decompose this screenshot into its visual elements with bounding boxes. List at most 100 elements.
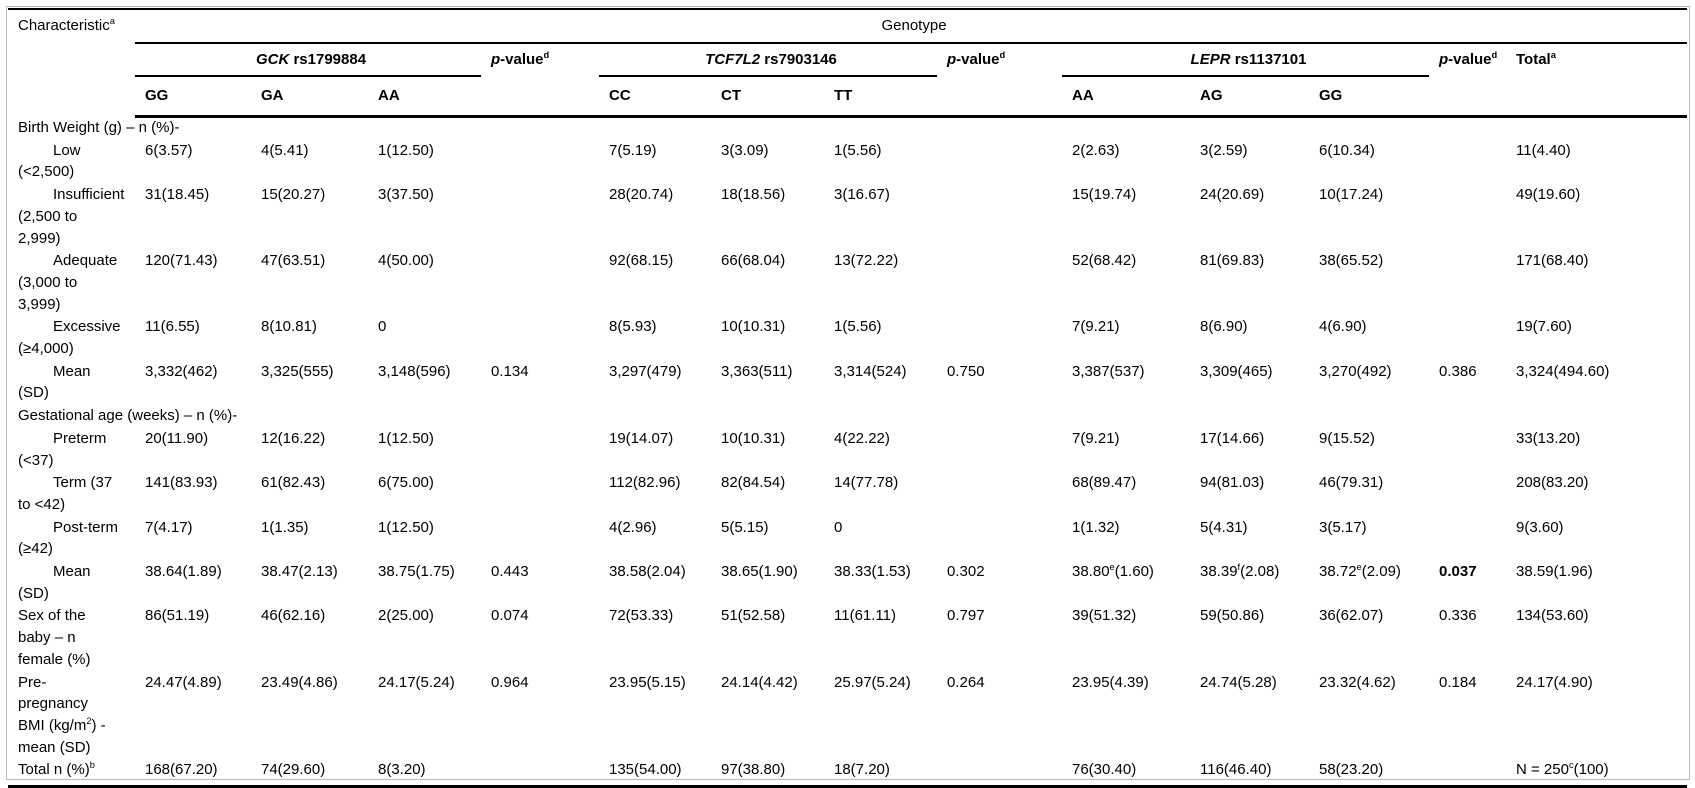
data-cell: 18(18.56) — [721, 186, 786, 204]
data-cell: 3(37.50) — [378, 186, 434, 204]
characteristic-footnote-sup: a — [109, 16, 115, 26]
data-cell — [937, 249, 1062, 315]
p-value-header-3: p-valued — [1429, 43, 1506, 76]
table-body: Birth Weight (g) – n (%)- Low (<2,500) 6(3… — [8, 116, 1688, 788]
row-label: Insufficient (2,500 to 2,999) — [18, 186, 125, 247]
data-cell — [368, 404, 481, 427]
data-cell: 24.47(4.89) — [145, 673, 222, 691]
allele-header: GG — [1309, 76, 1429, 118]
row-label: Adequate (3,000 to 3,999) — [18, 252, 118, 313]
data-cell: 23.32(4.62) — [1319, 673, 1396, 691]
gene-header-lepr: LEPR rs1137101 — [1062, 43, 1429, 77]
data-cell: 3(3.09) — [721, 141, 769, 159]
data-cell: 18(7.20) — [824, 758, 937, 788]
row-label: Excessive (≥4,000) — [18, 318, 121, 358]
table-row: Excessive (≥4,000) 11(6.55) 8(10.81) 0 8(5.9… — [8, 315, 1687, 359]
gene-symbol: LEPR — [1190, 50, 1231, 68]
data-cell: 14(77.78) — [834, 474, 899, 492]
row-label: Mean (SD) — [18, 362, 91, 402]
data-cell: 168(67.20) — [135, 758, 251, 788]
data-cell: 38(65.52) — [1319, 252, 1384, 270]
data-cell: 3,309(465) — [1200, 362, 1273, 380]
data-cell: 3,148(596) — [378, 362, 451, 380]
data-cell: 3,270(492) — [1319, 362, 1392, 380]
data-cell: 66(68.04) — [721, 252, 786, 270]
data-cell — [1429, 758, 1506, 788]
gene-symbol: GCK — [255, 50, 290, 68]
p-rest: -value — [956, 51, 1000, 68]
data-cell: 4(5.41) — [261, 141, 309, 159]
data-cell — [711, 404, 824, 427]
data-cell: 19(7.60) — [1516, 318, 1572, 336]
data-cell — [1506, 404, 1687, 427]
data-cell: 13(72.22) — [834, 252, 899, 270]
data-cell — [481, 404, 599, 427]
data-cell: 38.59(1.96) — [1516, 563, 1593, 581]
data-cell: 23.95(4.39) — [1072, 673, 1149, 691]
data-cell — [1429, 427, 1506, 471]
data-cell: 81(69.83) — [1200, 252, 1265, 270]
allele-header: AA — [1062, 76, 1190, 118]
data-cell: 6(10.34) — [1319, 141, 1375, 159]
allele-header-spacer — [1506, 76, 1688, 118]
data-cell: 4(50.00) — [378, 252, 434, 270]
table-row: Adequate (3,000 to 3,999) 120(71.43) 47(63… — [8, 249, 1687, 315]
data-cell: 8(3.20) — [368, 758, 481, 788]
p-italic: p — [491, 51, 501, 68]
gene-rs-id: rs7903146 — [760, 50, 837, 68]
data-cell: 0 — [834, 518, 843, 536]
data-cell — [1429, 471, 1506, 515]
data-cell: 94(81.03) — [1200, 474, 1265, 492]
data-cell: 17(14.66) — [1200, 429, 1265, 447]
data-cell — [1429, 404, 1506, 427]
p-italic: p — [1439, 51, 1449, 68]
data-cell — [599, 116, 711, 139]
data-cell: 6(75.00) — [378, 474, 434, 492]
data-cell: 1(12.50) — [378, 518, 434, 536]
data-cell: 51(52.58) — [721, 607, 786, 625]
data-cell: 24.17(5.24) — [378, 673, 455, 691]
data-cell: 59(50.86) — [1200, 607, 1265, 625]
row-label: Mean (SD) — [18, 563, 91, 602]
data-cell: 19(14.07) — [609, 429, 674, 447]
data-cell: 116(46.40) — [1190, 758, 1309, 788]
data-cell: 38.64(1.89) — [145, 563, 222, 581]
data-cell: 3,325(555) — [261, 362, 334, 380]
data-cell: 3(5.17) — [1319, 518, 1367, 536]
genotype-characteristics-table: Characteristica Genotype GCK rs1799884 p… — [8, 8, 1688, 788]
data-cell: 33(13.20) — [1516, 429, 1581, 447]
data-cell — [599, 404, 711, 427]
data-cell — [937, 183, 1062, 249]
total-label: Total — [1516, 51, 1551, 68]
data-cell — [1429, 116, 1506, 139]
data-cell: 52(68.42) — [1072, 252, 1137, 270]
data-cell: 28(20.74) — [609, 186, 674, 204]
data-cell — [1506, 116, 1687, 139]
data-cell: 38.39f(2.08) — [1200, 562, 1280, 581]
data-cell — [937, 116, 1062, 139]
p-footnote-sup: d — [543, 50, 550, 60]
data-cell — [1429, 516, 1506, 560]
data-cell: 36(62.07) — [1319, 607, 1384, 625]
table-row: Preterm (<37) 20(11.90) 12(16.22) 1(12.50) 1… — [8, 427, 1687, 471]
data-cell: 1(5.56) — [834, 141, 882, 159]
data-cell — [481, 471, 599, 515]
data-cell: 97(38.80) — [711, 758, 824, 788]
allele-header-spacer — [1429, 76, 1506, 118]
p-value-header-1: p-valued — [481, 43, 599, 76]
data-cell: 9(3.60) — [1516, 518, 1564, 536]
data-cell: 0.074 — [491, 607, 529, 625]
data-cell: 38.47(2.13) — [261, 563, 338, 581]
data-cell: 4(22.22) — [834, 429, 890, 447]
p-footnote-sup: d — [1491, 50, 1498, 60]
header-row-alleles: GG GA AA CC CT TT AA AG GG — [8, 76, 1688, 118]
row-label: Total n (%)b — [8, 758, 135, 788]
data-cell — [937, 315, 1062, 359]
p-rest: -value — [500, 51, 544, 68]
table-row: Low (<2,500) 6(3.57) 4(5.41) 1(12.50) 7(5.19… — [8, 139, 1687, 183]
data-cell — [368, 116, 481, 139]
row-label: Post-term (≥42) — [18, 518, 119, 558]
data-cell — [251, 404, 368, 427]
allele-header: CC — [599, 76, 711, 118]
data-cell: 24.14(4.42) — [721, 673, 798, 691]
